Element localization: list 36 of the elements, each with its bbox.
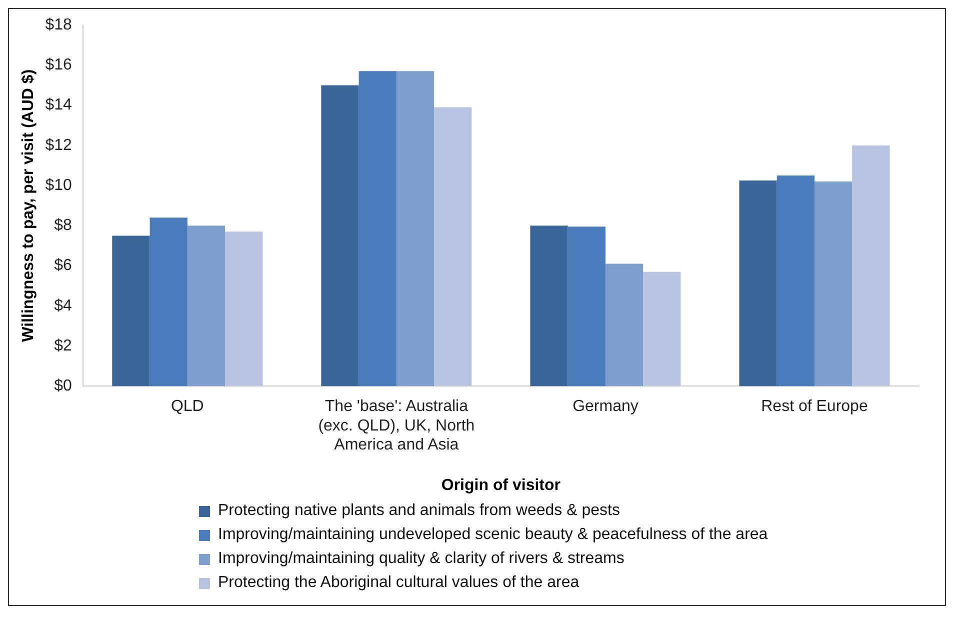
bar xyxy=(530,226,568,386)
y-tick-label: $8 xyxy=(54,217,72,234)
legend-label: Improving/maintaining quality & clarity of rivers & streams xyxy=(218,550,624,568)
bar xyxy=(358,71,396,386)
y-tick-label: $16 xyxy=(45,56,72,74)
x-tick-label: Germany xyxy=(572,398,638,416)
y-axis-title: Willingness to pay, per visit (AUD $) xyxy=(20,69,38,342)
bar xyxy=(321,85,359,386)
bar xyxy=(568,226,606,386)
legend-label: Protecting the Aboriginal cultural values of the area xyxy=(218,574,580,592)
bar xyxy=(150,218,188,386)
bar xyxy=(605,264,644,386)
x-axis-title: Origin of visitor xyxy=(441,476,561,494)
y-tick-label: $10 xyxy=(45,176,72,194)
bar xyxy=(225,232,263,386)
bar xyxy=(112,236,150,386)
x-tick-label: QLD xyxy=(170,398,204,416)
bar xyxy=(852,145,890,386)
legend-label: Protecting native plants and animals from weeds & pests xyxy=(218,502,620,520)
y-tick-label: $6 xyxy=(54,257,72,274)
y-tick-label: $4 xyxy=(54,297,72,314)
y-tick-label: $14 xyxy=(45,96,72,114)
y-tick-label: $12 xyxy=(45,136,72,154)
bar xyxy=(814,182,852,386)
x-tick-label: Rest of Europe xyxy=(761,398,868,416)
bar xyxy=(187,226,226,386)
legend-label: Improving/maintaining undeveloped scenic beauty & peacefulness of the area xyxy=(218,526,768,544)
bar xyxy=(776,176,814,386)
bar xyxy=(396,71,434,386)
y-tick-label: $2 xyxy=(54,337,72,354)
x-tick-label: The 'base': Australia (exc. QLD), UK, North America and Asia xyxy=(318,398,475,454)
bar xyxy=(643,272,681,386)
bar xyxy=(739,180,777,386)
bar xyxy=(434,107,472,386)
y-tick-label: $0 xyxy=(54,378,72,395)
y-tick-label: $18 xyxy=(45,16,72,34)
